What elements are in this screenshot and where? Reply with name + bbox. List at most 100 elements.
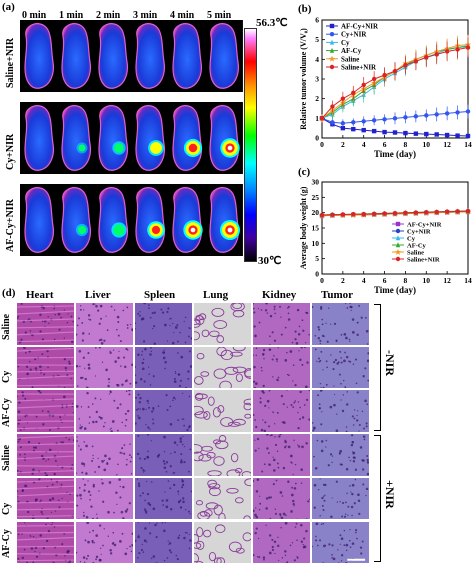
cell-nucleus bbox=[365, 494, 367, 497]
cell-nucleus bbox=[348, 338, 351, 341]
cell-nucleus bbox=[282, 403, 285, 406]
alveolus bbox=[213, 504, 223, 516]
cell-nucleus bbox=[255, 526, 258, 530]
cell-nucleus bbox=[172, 399, 174, 402]
legend-label: Cy+NIR bbox=[407, 229, 431, 236]
cell-nucleus bbox=[295, 522, 298, 525]
cell-nucleus bbox=[351, 441, 354, 444]
cell-nucleus bbox=[353, 409, 356, 411]
alveolus bbox=[208, 486, 221, 496]
mouse-body-silhouette bbox=[135, 187, 166, 253]
cell-nucleus bbox=[17, 423, 20, 426]
alveolus bbox=[226, 469, 241, 476]
cell-nucleus bbox=[117, 320, 120, 324]
cell-nucleus bbox=[163, 349, 165, 351]
alveolus bbox=[232, 303, 243, 310]
cell-nucleus bbox=[141, 350, 144, 352]
histology-row-label: Cy bbox=[1, 371, 12, 384]
cell-nucleus bbox=[289, 454, 293, 458]
cell-nucleus bbox=[163, 462, 166, 465]
cell-nucleus bbox=[335, 340, 338, 343]
muscle-fiber bbox=[17, 370, 74, 373]
cell-nucleus bbox=[154, 523, 157, 526]
cell-nucleus bbox=[172, 322, 174, 325]
alveolus bbox=[205, 502, 219, 510]
cell-nucleus bbox=[109, 391, 112, 394]
heat-spot-core bbox=[188, 143, 198, 153]
cell-nucleus bbox=[292, 502, 295, 506]
cell-nucleus bbox=[286, 406, 288, 409]
cell-nucleus bbox=[111, 541, 115, 545]
cell-nucleus bbox=[85, 557, 88, 560]
cell-nucleus bbox=[267, 452, 270, 454]
histology-image bbox=[311, 302, 370, 346]
cell-nucleus bbox=[321, 504, 324, 507]
y-axis-label: Relative tumor volume (V/V₀) bbox=[299, 28, 308, 130]
alveolus bbox=[216, 556, 225, 564]
cell-nucleus bbox=[361, 540, 364, 542]
cell-nucleus bbox=[287, 318, 291, 321]
cell-nucleus bbox=[266, 400, 270, 404]
cell-nucleus bbox=[166, 556, 169, 559]
cell-nucleus bbox=[321, 318, 324, 321]
cell-nucleus bbox=[350, 505, 354, 509]
cell-nucleus bbox=[323, 335, 325, 338]
muscle-fiber bbox=[17, 514, 74, 518]
cell-nucleus bbox=[128, 390, 131, 392]
cell-nucleus bbox=[183, 425, 186, 427]
cell-nucleus bbox=[81, 339, 84, 342]
cell-nucleus bbox=[125, 419, 128, 422]
alveolus bbox=[216, 346, 227, 356]
cell-nucleus bbox=[76, 436, 78, 438]
cell-nucleus bbox=[352, 363, 355, 365]
legend-label: AF-Cy+NIR bbox=[341, 23, 379, 31]
cell-nucleus bbox=[184, 341, 187, 344]
cell-nucleus bbox=[367, 351, 369, 355]
heat-spot-core bbox=[151, 225, 161, 235]
colorbar-min-label: 30℃ bbox=[258, 255, 282, 267]
cell-nucleus bbox=[163, 466, 167, 470]
cell-nucleus bbox=[44, 320, 47, 323]
data-point bbox=[465, 133, 471, 139]
cell-nucleus bbox=[367, 379, 369, 382]
histology-image bbox=[193, 433, 252, 477]
alveolus bbox=[200, 370, 210, 377]
alveolus bbox=[194, 533, 200, 544]
cell-nucleus bbox=[112, 349, 115, 351]
data-point bbox=[395, 249, 401, 255]
cell-nucleus bbox=[148, 307, 150, 309]
legend-label: Cy bbox=[407, 236, 416, 243]
cell-nucleus bbox=[109, 351, 112, 354]
cell-nucleus bbox=[110, 305, 113, 308]
muscle-fiber bbox=[17, 374, 74, 380]
cell-nucleus bbox=[278, 435, 281, 438]
cell-nucleus bbox=[79, 448, 82, 451]
data-point bbox=[329, 23, 335, 29]
cell-nucleus bbox=[269, 314, 273, 318]
alveolus bbox=[201, 329, 210, 338]
cell-nucleus bbox=[113, 543, 117, 546]
cell-nucleus bbox=[297, 427, 300, 430]
panel-c-letter: (c) bbox=[298, 166, 311, 178]
cell-nucleus bbox=[110, 430, 113, 433]
cell-nucleus bbox=[313, 428, 316, 431]
cell-nucleus bbox=[60, 483, 63, 486]
histology-image bbox=[311, 389, 370, 434]
legend-entry: AF-Cy bbox=[326, 47, 362, 55]
cell-nucleus bbox=[81, 471, 84, 474]
cell-nucleus bbox=[40, 371, 42, 374]
cell-nucleus bbox=[70, 315, 73, 318]
data-point bbox=[371, 128, 377, 134]
cell-nucleus bbox=[100, 342, 104, 345]
cell-nucleus bbox=[333, 385, 335, 387]
cell-nucleus bbox=[139, 314, 141, 317]
mouse-body-silhouette bbox=[61, 105, 92, 171]
cell-nucleus bbox=[260, 366, 263, 369]
cell-nucleus bbox=[98, 490, 100, 492]
cell-nucleus bbox=[174, 370, 177, 372]
cell-nucleus bbox=[277, 376, 280, 378]
cell-nucleus bbox=[358, 430, 360, 433]
cell-nucleus bbox=[109, 428, 111, 431]
cell-nucleus bbox=[304, 342, 307, 344]
